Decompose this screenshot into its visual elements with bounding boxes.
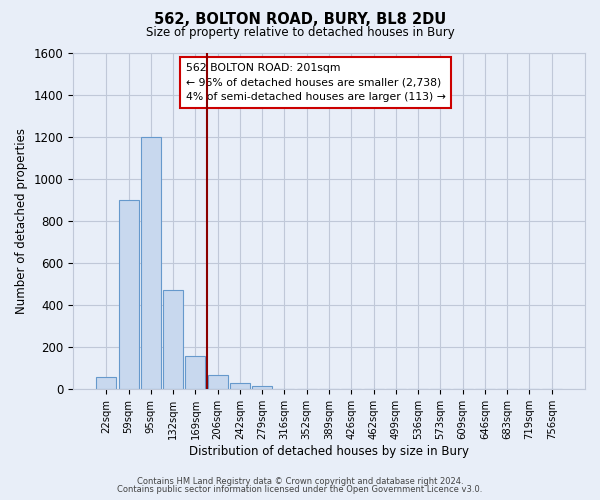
Text: 562 BOLTON ROAD: 201sqm
← 96% of detached houses are smaller (2,738)
4% of semi-: 562 BOLTON ROAD: 201sqm ← 96% of detache… — [185, 62, 446, 102]
Text: Contains public sector information licensed under the Open Government Licence v3: Contains public sector information licen… — [118, 485, 482, 494]
X-axis label: Distribution of detached houses by size in Bury: Distribution of detached houses by size … — [189, 444, 469, 458]
Bar — [141, 136, 161, 389]
Text: Contains HM Land Registry data © Crown copyright and database right 2024.: Contains HM Land Registry data © Crown c… — [137, 477, 463, 486]
Text: 562, BOLTON ROAD, BURY, BL8 2DU: 562, BOLTON ROAD, BURY, BL8 2DU — [154, 12, 446, 28]
Bar — [252, 386, 272, 389]
Bar — [208, 375, 227, 389]
Bar — [230, 382, 250, 389]
Bar — [119, 200, 139, 389]
Bar — [163, 290, 183, 389]
Y-axis label: Number of detached properties: Number of detached properties — [15, 128, 28, 314]
Bar — [185, 356, 205, 389]
Bar — [96, 378, 116, 389]
Text: Size of property relative to detached houses in Bury: Size of property relative to detached ho… — [146, 26, 454, 39]
